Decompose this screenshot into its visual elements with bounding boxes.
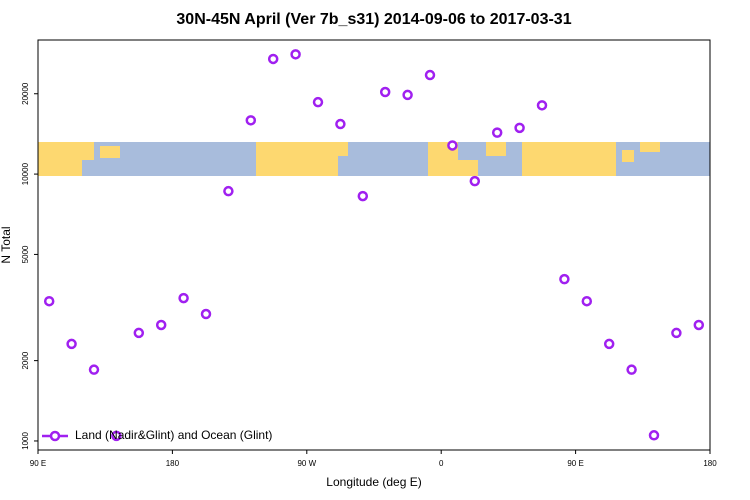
legend-label: Land (Nadir&Glint) and Ocean (Glint) bbox=[75, 428, 272, 442]
x-axis-label: Longitude (deg E) bbox=[326, 475, 421, 489]
point bbox=[267, 53, 279, 65]
world-map-strip bbox=[38, 142, 710, 176]
y-axis-label: N Total bbox=[0, 226, 13, 263]
point bbox=[693, 319, 705, 331]
x-tick-label: 180 bbox=[703, 459, 717, 468]
y-tick-label: 10000 bbox=[21, 162, 30, 185]
plot-frame bbox=[37, 39, 711, 451]
land bbox=[640, 142, 660, 152]
chart-title: 30N-45N April (Ver 7b_s31) 2014-09-06 to… bbox=[176, 11, 571, 28]
point bbox=[357, 190, 369, 202]
x-tick-label: 180 bbox=[166, 459, 180, 468]
point bbox=[648, 430, 660, 441]
point bbox=[155, 319, 167, 331]
point bbox=[290, 49, 301, 60]
point bbox=[43, 295, 55, 307]
land bbox=[622, 150, 634, 162]
land bbox=[100, 146, 120, 158]
x-tick-label: 0 bbox=[439, 459, 444, 468]
land bbox=[256, 142, 338, 176]
point bbox=[379, 86, 391, 98]
land bbox=[338, 142, 348, 156]
point bbox=[626, 364, 637, 375]
legend-marker bbox=[49, 430, 61, 442]
x-tick-label: 90 E bbox=[30, 459, 46, 468]
point bbox=[559, 273, 570, 285]
land bbox=[38, 142, 82, 176]
point bbox=[424, 69, 436, 81]
land bbox=[82, 142, 94, 160]
y-tick-label: 20000 bbox=[21, 82, 30, 105]
x-tick-label: 90 W bbox=[297, 459, 316, 468]
point bbox=[200, 308, 212, 320]
y-tick-label: 2000 bbox=[21, 351, 30, 369]
point bbox=[66, 338, 77, 350]
x-tick-label: 90 E bbox=[567, 459, 583, 468]
y-tick-label: 5000 bbox=[21, 245, 30, 263]
point bbox=[603, 338, 615, 350]
point bbox=[133, 327, 145, 339]
point bbox=[178, 292, 189, 304]
point bbox=[447, 140, 458, 151]
point bbox=[312, 96, 324, 108]
point bbox=[111, 430, 122, 442]
point bbox=[491, 127, 503, 138]
y-tick-label: 1000 bbox=[21, 432, 30, 450]
point bbox=[245, 115, 257, 126]
point bbox=[536, 100, 548, 111]
point bbox=[223, 185, 234, 197]
point bbox=[671, 327, 682, 339]
land bbox=[522, 142, 616, 176]
point bbox=[514, 122, 525, 134]
point bbox=[581, 295, 593, 307]
point bbox=[469, 175, 481, 187]
point bbox=[402, 89, 413, 101]
point bbox=[88, 364, 100, 375]
point bbox=[335, 118, 346, 130]
land bbox=[486, 142, 506, 156]
land bbox=[458, 160, 478, 176]
